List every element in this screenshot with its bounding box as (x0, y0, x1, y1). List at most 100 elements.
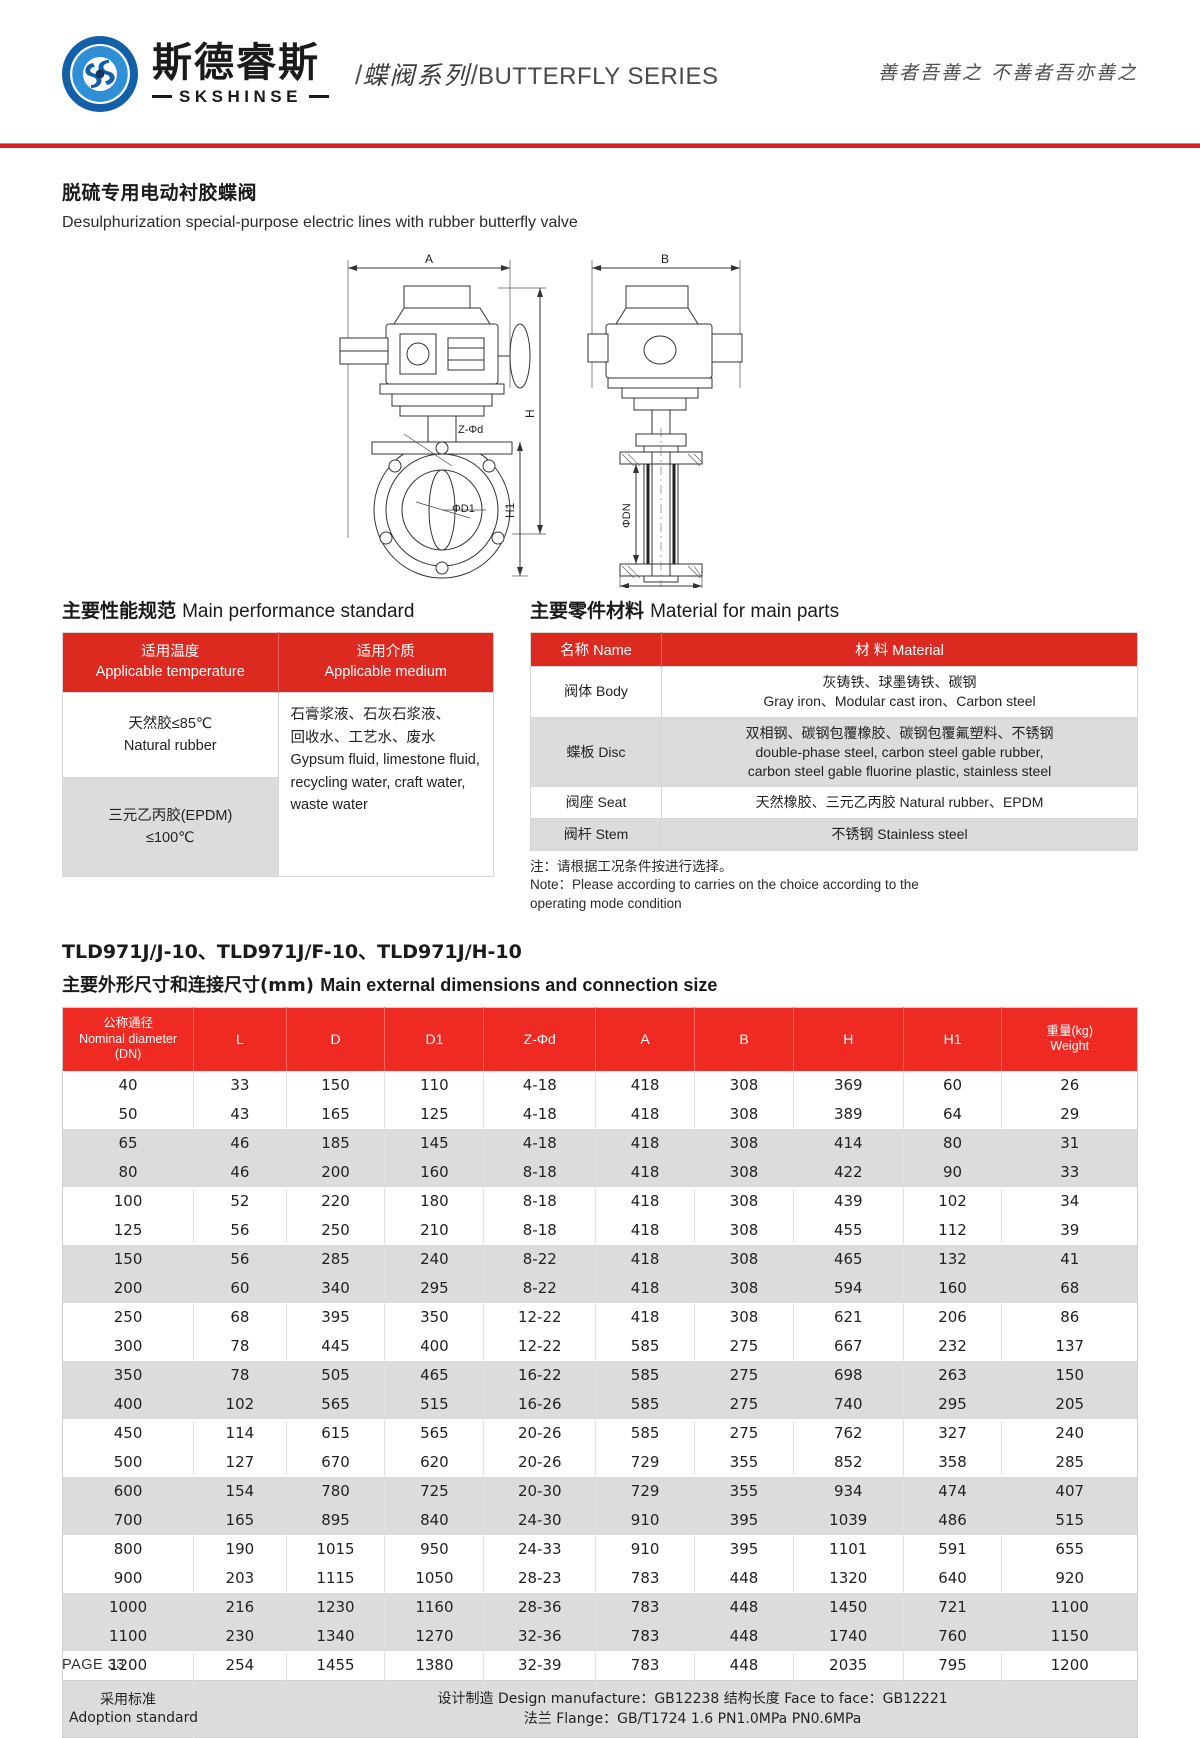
dim-cell-a: 783 (595, 1650, 696, 1681)
drawing-label-b: B (661, 252, 669, 266)
dim-cell-zd: 4-18 (483, 1128, 597, 1158)
dim-header-h1: H1 (903, 1007, 1003, 1071)
dim-cell-l: 46 (193, 1157, 287, 1187)
dim-cell-a: 418 (595, 1186, 696, 1216)
table-row: 800 190 1015 950 24-33 910 395 1101 591 655 (62, 1534, 1138, 1564)
dim-cell-h1: 358 (903, 1447, 1003, 1477)
perf-temp-epdm: 三元乙丙胶(EPDM) ≤100℃ (62, 777, 279, 878)
material-value-body: 灰铸铁、球墨铸铁、碳钢 Gray iron、Modular cast iron、… (661, 666, 1138, 718)
drawing-label-d1: ΦD1 (452, 503, 475, 515)
dim-header-weight-cn: 重量(kg) (1046, 1023, 1093, 1038)
perf-medium-en-2: recycling water, craft water, (290, 774, 466, 791)
dim-cell-d1: 840 (384, 1505, 485, 1535)
brand-name-en: SKSHINSE (152, 87, 329, 107)
dim-cell-a: 585 (595, 1331, 696, 1361)
dim-cell-d1: 465 (384, 1360, 485, 1390)
dim-cell-b: 308 (694, 1273, 794, 1303)
dim-cell-d1: 1270 (384, 1621, 485, 1651)
series-name-cn: 蝶阀系列 (362, 61, 471, 90)
dim-cell-d1: 160 (384, 1157, 485, 1187)
dim-cell-h: 439 (793, 1186, 904, 1216)
dim-cell-d: 250 (286, 1215, 386, 1245)
material-disc-cn: 双相钢、碳钢包覆橡胶、碳钢包覆氟塑料、不锈钢 (745, 724, 1054, 741)
adoption-standard-en: Adoption standard (69, 1710, 199, 1727)
performance-block: 主要性能规范 Main performance standard 适用温度 Ap… (62, 596, 494, 913)
dim-cell-d: 505 (286, 1360, 386, 1390)
dim-cell-b: 308 (694, 1244, 794, 1274)
dim-cell-weight: 1150 (1001, 1621, 1138, 1651)
company-logo-icon (62, 36, 138, 112)
table-row: 80 46 200 160 8-18 418 308 422 90 33 (62, 1157, 1138, 1187)
materials-row-stem: 阀杆 Stem 不锈钢 Stainless steel (530, 818, 1138, 852)
materials-note-cn: 注：请根据工况条件按进行选择。 (530, 859, 733, 875)
dim-cell-d1: 295 (384, 1273, 485, 1303)
materials-note-en-1: Note：Please according to carries on the … (530, 877, 919, 893)
dim-cell-d1: 400 (384, 1331, 485, 1361)
dim-cell-nominaldiameter: 125 (62, 1215, 195, 1245)
perf-temp-natural-en: Natural rubber (123, 738, 217, 755)
dim-cell-d1: 1380 (384, 1650, 485, 1681)
dim-cell-b: 395 (694, 1534, 794, 1564)
table-row: 100 52 220 180 8-18 418 308 439 102 34 (62, 1186, 1138, 1216)
dim-cell-l: 154 (193, 1476, 287, 1506)
dim-cell-nominaldiameter: 1200 (62, 1650, 195, 1681)
dim-cell-h: 389 (793, 1099, 904, 1129)
dim-cell-h1: 232 (903, 1331, 1003, 1361)
material-name-stem: 阀杆 Stem (530, 818, 662, 852)
dim-cell-h: 934 (793, 1476, 904, 1506)
table-row: 65 46 185 145 4-18 418 308 414 80 31 (62, 1128, 1138, 1158)
dim-cell-a: 910 (595, 1534, 696, 1564)
dim-cell-nominaldiameter: 500 (62, 1447, 195, 1477)
dim-header-h: H (793, 1007, 904, 1071)
dim-cell-l: 216 (193, 1592, 287, 1622)
table-row: 500 127 670 620 20-26 729 355 852 358 285 (62, 1447, 1138, 1477)
materials-title-en: Material for main parts (650, 601, 840, 622)
dim-cell-d: 445 (286, 1331, 386, 1361)
dim-cell-d1: 1160 (384, 1592, 485, 1622)
perf-header-medium-en: Applicable medium (324, 663, 447, 680)
product-title-cn: 脱硫专用电动衬胶蝶阀 (62, 182, 258, 204)
dim-cell-d: 285 (286, 1244, 386, 1274)
materials-block: 主要零件材料 Material for main parts 名称 Name 材… (530, 596, 1138, 913)
dim-cell-weight: 920 (1055, 1569, 1085, 1588)
dim-cell-a: 418 (595, 1099, 696, 1129)
dim-cell-a: 418 (595, 1128, 696, 1158)
dim-cell-weight: 34 (1060, 1192, 1080, 1211)
performance-table: 适用温度 Applicable temperature 适用介质 Applica… (62, 632, 494, 878)
adoption-standard-value: 设计制造 Design manufacture：GB12238 结构长度 Fac… (193, 1679, 1138, 1738)
materials-title-cn: 主要零件材料 (530, 600, 645, 622)
material-disc-en-2: carbon steel gable fluorine plastic, sta… (747, 762, 1052, 779)
dim-cell-zd: 20-26 (483, 1447, 597, 1477)
table-row: 1000 216 1230 1160 28-36 783 448 1450 721 1100 (62, 1592, 1138, 1622)
dim-cell-nominaldiameter: 800 (62, 1534, 195, 1564)
dim-cell-zd: 4-18 (483, 1070, 597, 1100)
dim-cell-zd: 8-18 (483, 1186, 597, 1216)
material-value-disc: 双相钢、碳钢包覆橡胶、碳钢包覆氟塑料、不锈钢 double-phase stee… (661, 716, 1138, 788)
dim-cell-h1: 90 (903, 1157, 1003, 1187)
dim-cell-h: 667 (793, 1331, 904, 1361)
dim-cell-a: 585 (595, 1389, 696, 1419)
perf-medium-cn-2: 回收水、工艺水、废水 (290, 729, 436, 746)
brand-text: 斯德睿斯 SKSHINSE (152, 42, 329, 107)
performance-title: 主要性能规范 Main performance standard (62, 596, 494, 623)
spec-section: 主要性能规范 Main performance standard 适用温度 Ap… (0, 596, 1200, 913)
perf-temp-natural-cn: 天然胶≤85℃ (128, 715, 213, 732)
dim-cell-b: 308 (694, 1186, 794, 1216)
dim-header-dn-unit: (DN) (114, 1047, 142, 1062)
dim-cell-h1: 112 (903, 1215, 1003, 1245)
dim-cell-zd: 8-22 (483, 1244, 597, 1274)
dim-cell-h: 621 (793, 1302, 904, 1332)
dim-header-nominal-diameter: 公称通径 Nominal diameter (DN) (62, 1007, 195, 1071)
dim-cell-nominaldiameter: 1000 (62, 1592, 195, 1622)
series-label: / 蝶阀系列 / BUTTERFLY SERIES (355, 56, 719, 92)
table-row: 350 78 505 465 16-22 585 275 698 263 150 (62, 1360, 1138, 1390)
dim-cell-zd: 4-18 (483, 1099, 597, 1129)
dim-cell-l: 78 (193, 1331, 287, 1361)
performance-row-epdm: 三元乙丙胶(EPDM) ≤100℃ (62, 777, 494, 878)
dim-cell-l: 43 (193, 1099, 287, 1129)
dim-cell-b: 275 (694, 1389, 794, 1419)
dim-cell-l: 203 (193, 1563, 287, 1593)
dim-cell-h1: 295 (903, 1389, 1003, 1419)
dim-cell-h: 455 (793, 1215, 904, 1245)
